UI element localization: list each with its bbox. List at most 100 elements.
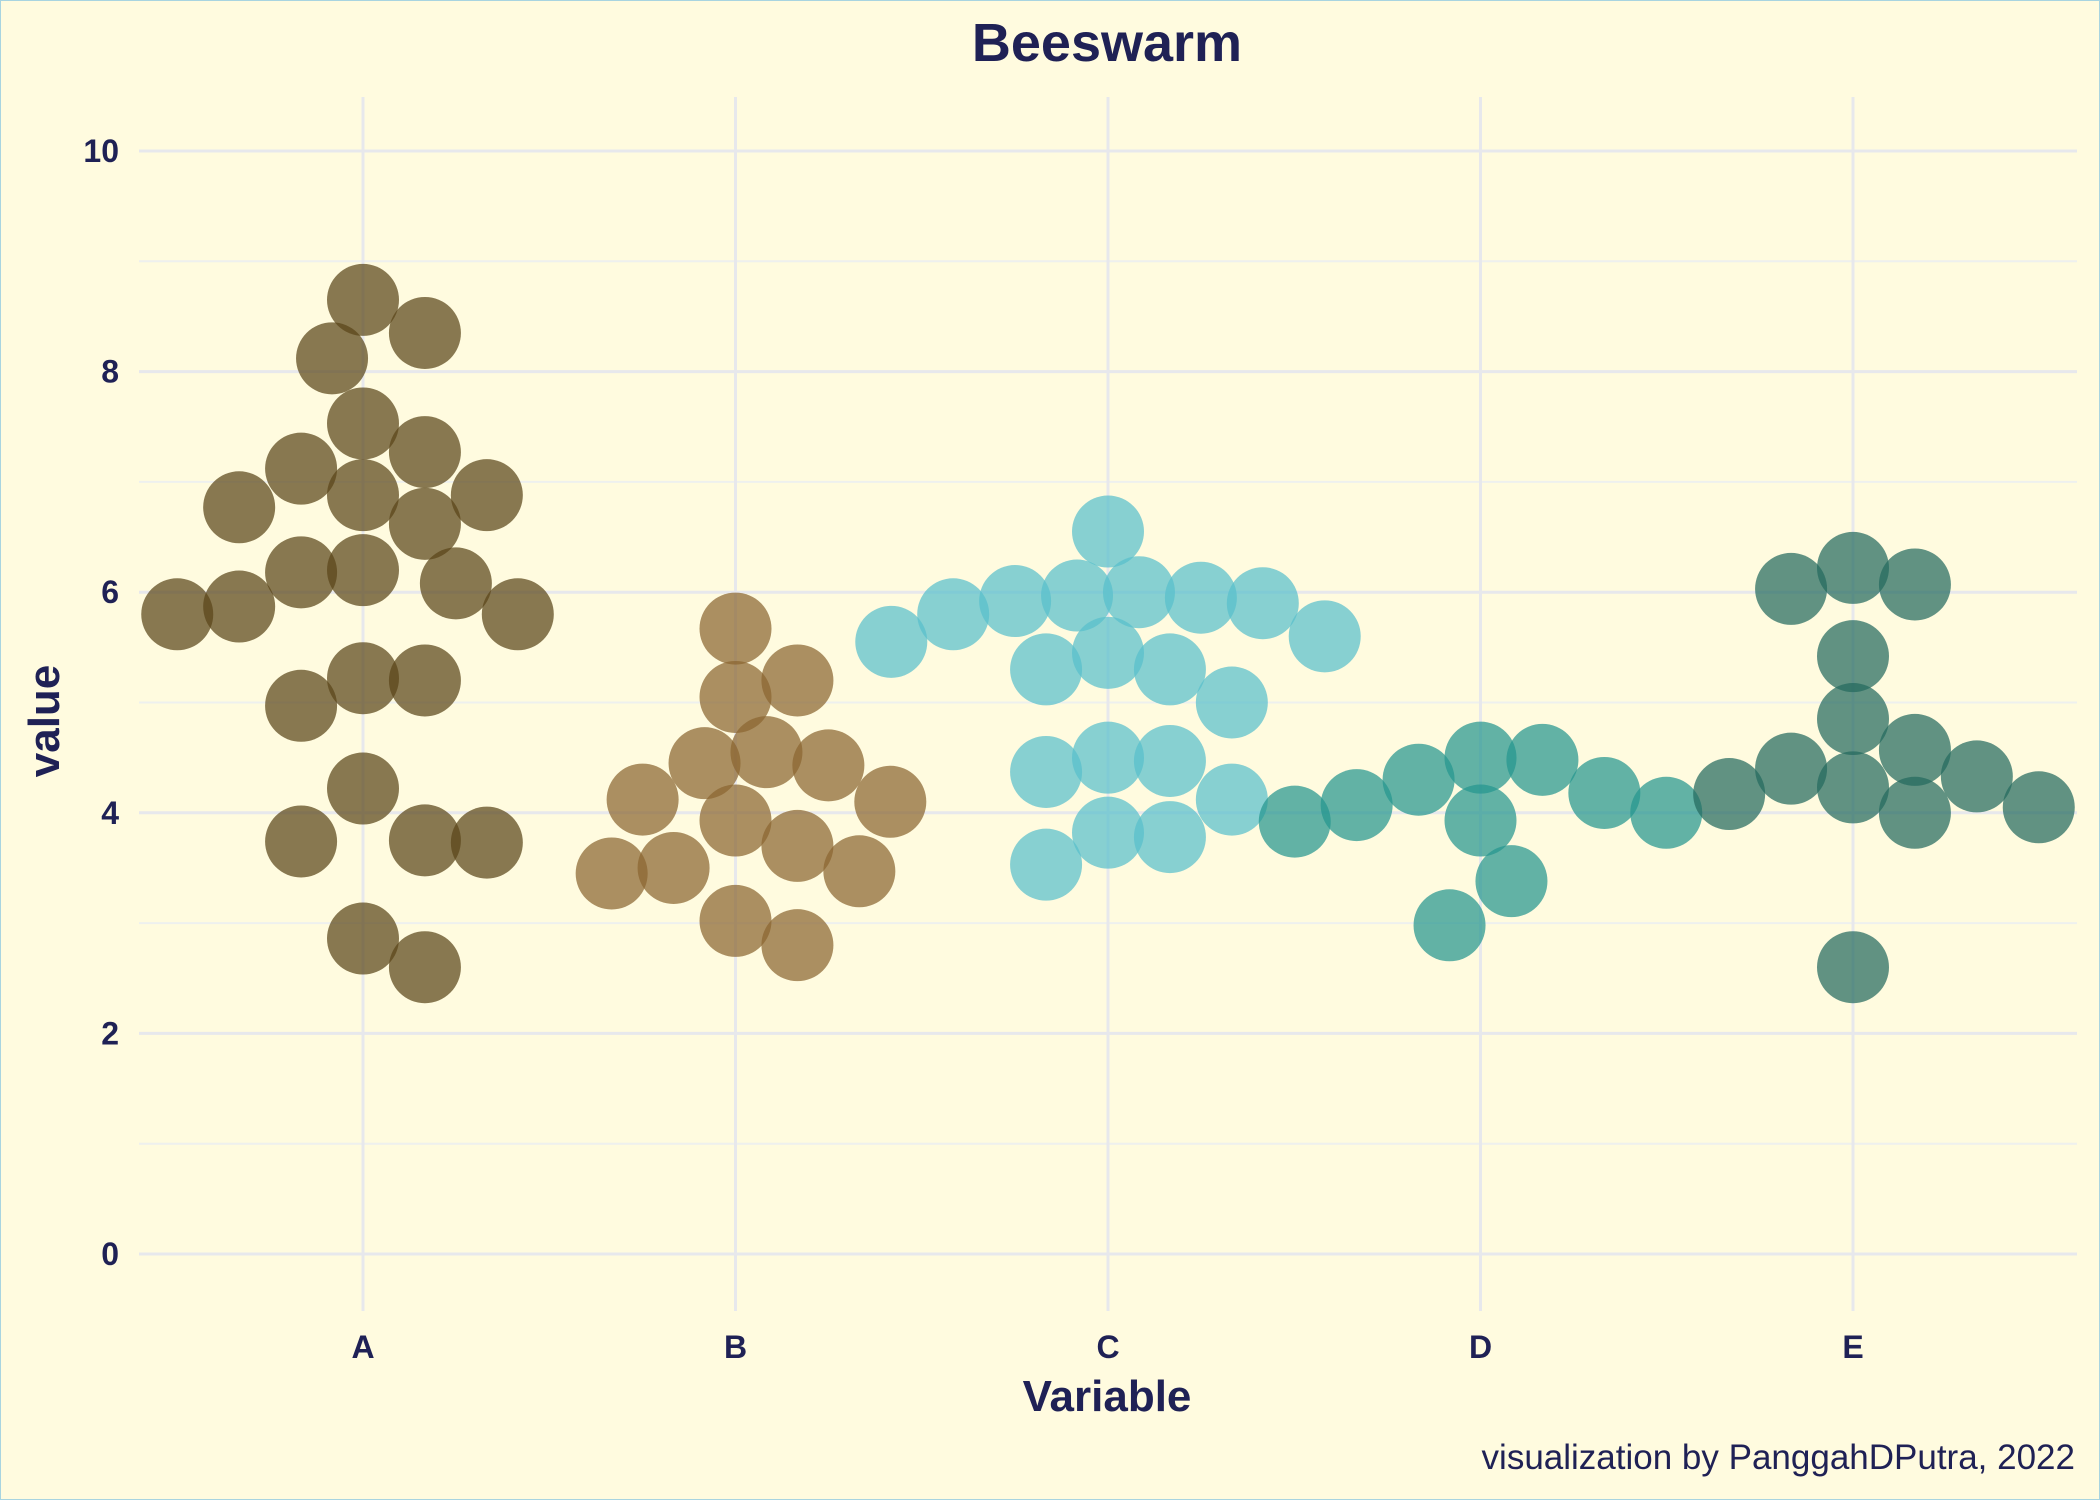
data-point <box>1258 785 1331 858</box>
data-point <box>1878 548 1951 621</box>
data-point <box>1010 828 1083 901</box>
data-point <box>1072 495 1144 568</box>
data-point <box>450 806 523 879</box>
data-point <box>1817 531 1889 604</box>
data-point <box>141 578 214 651</box>
data-points <box>141 263 2075 1004</box>
data-point <box>327 387 399 460</box>
chart-caption: visualization by PanggahDPutra, 2022 <box>1482 1438 2075 1477</box>
data-point <box>203 471 276 544</box>
data-point <box>265 432 338 505</box>
data-point <box>1444 721 1517 794</box>
data-point <box>388 416 461 489</box>
y-tick-label: 6 <box>101 574 119 610</box>
x-tick-label: C <box>1096 1329 1119 1365</box>
data-point <box>327 902 399 975</box>
data-point <box>637 831 710 904</box>
y-tick-label: 2 <box>101 1015 119 1051</box>
data-point <box>730 716 803 789</box>
data-point <box>481 578 554 651</box>
data-point <box>979 565 1052 638</box>
data-point <box>1072 796 1144 869</box>
y-tick-label: 4 <box>101 795 119 831</box>
data-point <box>1195 666 1268 739</box>
y-axis-title: value <box>20 665 69 778</box>
data-point <box>1693 758 1766 831</box>
data-point <box>1817 620 1889 693</box>
data-point <box>1133 633 1206 706</box>
data-point <box>1382 743 1455 816</box>
data-point <box>699 884 772 957</box>
data-point <box>699 592 772 665</box>
data-point <box>296 322 369 395</box>
chart-title: Beeswarm <box>972 13 1242 73</box>
data-point <box>1817 931 1889 1004</box>
x-tick-labels: A B C D E <box>351 1329 1863 1365</box>
data-point <box>265 805 338 878</box>
data-point <box>388 296 461 369</box>
data-point <box>1568 756 1641 829</box>
data-point <box>1506 723 1579 796</box>
data-point <box>450 459 523 532</box>
y-tick-label: 0 <box>101 1236 119 1272</box>
data-point <box>1195 763 1268 836</box>
data-point <box>761 909 834 982</box>
data-point <box>855 605 928 678</box>
data-point <box>388 644 461 717</box>
data-point <box>575 837 648 910</box>
data-point <box>2002 771 2075 844</box>
data-point <box>203 570 276 643</box>
data-point <box>1755 732 1828 805</box>
data-point <box>1010 735 1083 808</box>
data-point <box>1072 721 1144 794</box>
data-point <box>327 459 399 532</box>
data-point <box>327 534 399 607</box>
data-point <box>388 487 461 560</box>
data-point <box>1940 740 2013 813</box>
data-point <box>1444 784 1517 857</box>
data-point <box>699 784 772 857</box>
data-point <box>388 804 461 877</box>
x-axis-title: Variable <box>1023 1372 1192 1421</box>
data-point <box>265 669 338 742</box>
data-point <box>1413 889 1486 962</box>
data-point <box>606 763 679 836</box>
data-point <box>1072 616 1144 689</box>
data-point <box>699 660 772 733</box>
data-point <box>1226 567 1299 640</box>
data-point <box>823 835 896 908</box>
x-tick-label: B <box>724 1329 747 1365</box>
data-point <box>1133 801 1206 874</box>
y-tick-labels: 0 2 4 6 8 10 <box>83 133 119 1272</box>
data-point <box>1475 845 1548 918</box>
data-point <box>1755 552 1828 625</box>
x-tick-label: D <box>1469 1329 1492 1365</box>
data-point <box>1102 556 1175 629</box>
data-point <box>327 642 399 715</box>
data-point <box>265 536 338 609</box>
data-point <box>1164 561 1237 634</box>
data-point <box>761 644 834 717</box>
data-point <box>1133 724 1206 797</box>
data-point <box>1817 751 1889 824</box>
data-point <box>668 727 741 800</box>
data-point <box>419 547 492 620</box>
data-point <box>792 729 865 802</box>
data-point <box>917 578 990 651</box>
data-point <box>1878 776 1951 849</box>
y-tick-label: 10 <box>83 133 119 169</box>
data-point <box>327 263 399 336</box>
data-point <box>1630 776 1703 849</box>
data-point <box>388 931 461 1004</box>
x-tick-label: A <box>351 1329 374 1365</box>
data-point <box>1817 683 1889 756</box>
data-point <box>327 752 399 825</box>
data-point <box>1320 769 1393 842</box>
data-point <box>1010 633 1083 706</box>
data-point <box>1878 713 1951 786</box>
data-point <box>854 765 927 838</box>
y-tick-label: 8 <box>101 354 119 390</box>
x-tick-label: E <box>1842 1329 1863 1365</box>
